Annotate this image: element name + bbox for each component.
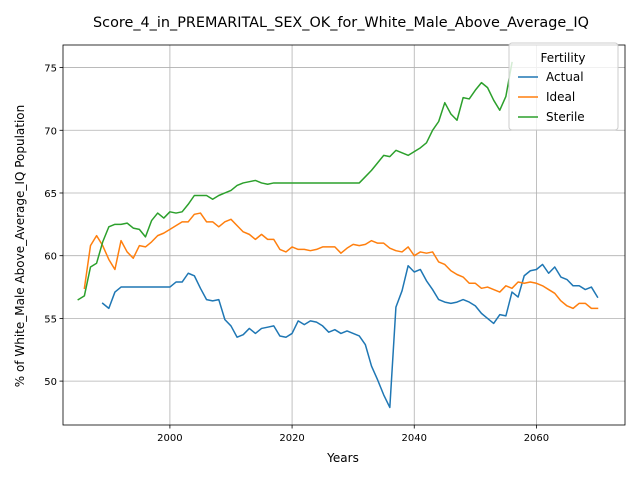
x-tick-label: 2040 xyxy=(402,433,427,444)
y-tick-label: 60 xyxy=(44,252,57,263)
x-axis-label: Years xyxy=(326,451,359,465)
series-group xyxy=(77,61,599,409)
legend-label-ideal: Ideal xyxy=(546,90,575,104)
x-tick-label: 2020 xyxy=(279,433,304,444)
chart-title: Score_4_in_PREMARITAL_SEX_OK_for_White_M… xyxy=(93,15,589,31)
x-tick-label: 2000 xyxy=(157,433,182,444)
y-axis-label: % of White_Male Above_Average_IQ Populat… xyxy=(13,105,27,388)
y-tick-label: 70 xyxy=(44,126,57,137)
legend-label-sterile: Sterile xyxy=(546,110,585,124)
series-line-sterile xyxy=(77,61,513,301)
legend-title: Fertility xyxy=(540,51,585,65)
legend-box xyxy=(508,42,619,131)
y-tick-label: 50 xyxy=(44,377,57,388)
series-line-ideal xyxy=(83,212,599,310)
series-line-actual xyxy=(101,263,599,409)
y-tick-label: 55 xyxy=(44,314,57,325)
y-tick-label: 65 xyxy=(44,189,57,200)
x-tick-label: 2060 xyxy=(524,433,549,444)
legend-items: Actual Ideal Sterile xyxy=(518,70,585,124)
legend: Fertility Actual Ideal Sterile xyxy=(508,42,619,131)
y-axis-ticks: 50 55 60 65 70 75 xyxy=(44,64,63,388)
legend-label-actual: Actual xyxy=(546,70,584,84)
plot-area: 2000 2020 2040 2060 50 55 60 65 70 75 xyxy=(44,44,626,444)
y-tick-label: 75 xyxy=(44,64,57,75)
axes-frame xyxy=(62,44,626,426)
x-axis-ticks: 2000 2020 2040 2060 xyxy=(157,425,549,444)
